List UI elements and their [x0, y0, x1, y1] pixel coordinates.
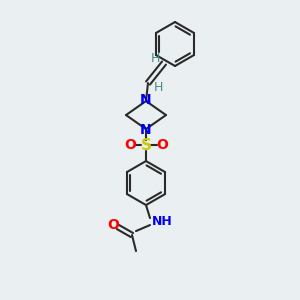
Text: N: N: [140, 93, 152, 107]
Text: O: O: [107, 218, 119, 232]
Text: NH: NH: [152, 214, 173, 228]
Text: H: H: [150, 52, 160, 64]
Text: O: O: [124, 138, 136, 152]
Text: N: N: [140, 123, 152, 137]
Text: S: S: [140, 138, 152, 153]
Text: H: H: [153, 81, 163, 94]
Text: O: O: [156, 138, 168, 152]
